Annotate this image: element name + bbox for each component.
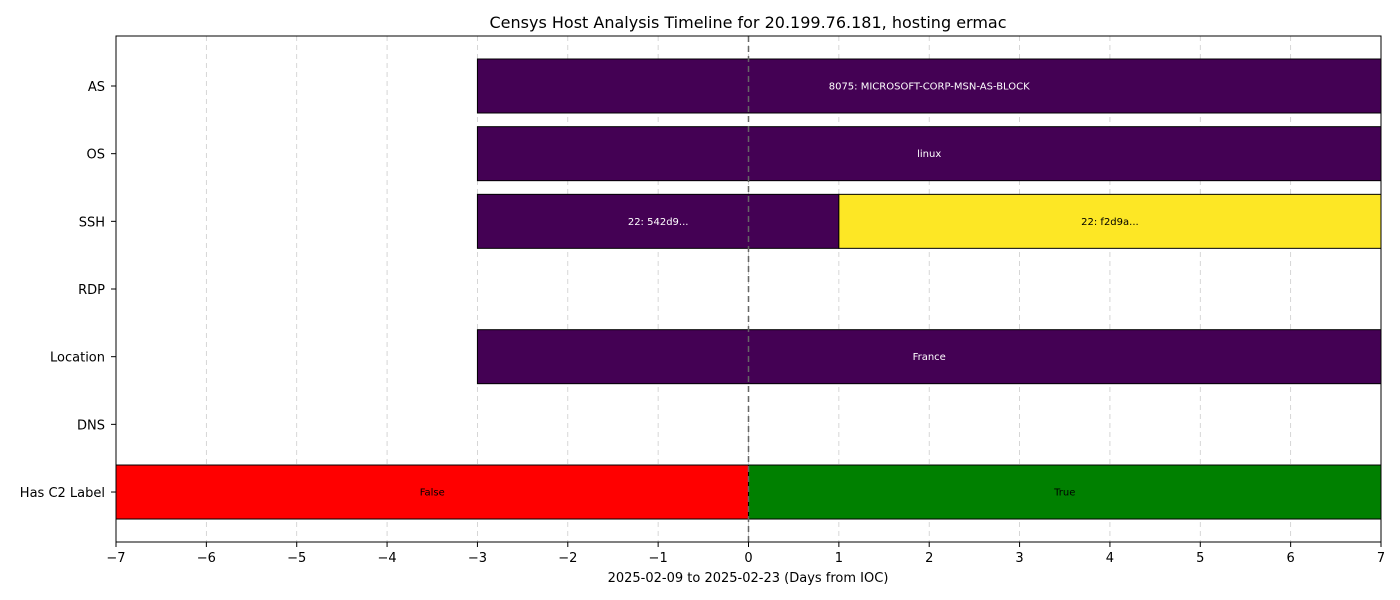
y-axis: AS OS SSH RDP Location DNS Has C2 Label bbox=[20, 80, 116, 501]
x-tick-label: −7 bbox=[106, 551, 125, 566]
y-category-label: Location bbox=[50, 351, 105, 366]
x-tick-label: −5 bbox=[287, 551, 306, 566]
y-category-label: DNS bbox=[77, 418, 105, 433]
x-tick-label: −1 bbox=[649, 551, 668, 566]
x-tick-label: 4 bbox=[1106, 551, 1114, 566]
x-tick-label: −2 bbox=[558, 551, 577, 566]
bar-data-label: linux bbox=[917, 149, 941, 160]
bar-data-label: 22: 542d9... bbox=[628, 217, 689, 228]
x-tick-label: 1 bbox=[835, 551, 843, 566]
bar-data-label: False bbox=[420, 488, 445, 499]
x-tick-label: −6 bbox=[197, 551, 216, 566]
chart-title: Censys Host Analysis Timeline for 20.199… bbox=[489, 13, 1006, 32]
y-category-label: SSH bbox=[79, 215, 105, 230]
x-tick-label: 7 bbox=[1377, 551, 1385, 566]
x-tick-label: −4 bbox=[377, 551, 396, 566]
bar-data-label: 22: f2d9a... bbox=[1081, 217, 1139, 228]
bar-data-label: France bbox=[913, 352, 946, 363]
y-category-label: Has C2 Label bbox=[20, 486, 105, 501]
timeline-bar bbox=[476, 126, 1382, 182]
x-axis: −7 −6 −5 −4 −3 −2 −1 0 1 2 3 4 5 6 7 bbox=[106, 542, 1385, 566]
y-category-label: AS bbox=[88, 80, 105, 95]
x-tick-label: 6 bbox=[1287, 551, 1295, 566]
timeline-bar bbox=[838, 193, 1382, 249]
x-tick-label: 5 bbox=[1196, 551, 1204, 566]
x-tick-label: 0 bbox=[744, 551, 752, 566]
x-tick-label: 2 bbox=[925, 551, 933, 566]
x-tick-label: 3 bbox=[1015, 551, 1023, 566]
timeline-bar bbox=[476, 329, 1382, 385]
y-category-label: RDP bbox=[78, 283, 105, 298]
bar-data-label: 8075: MICROSOFT-CORP-MSN-AS-BLOCK bbox=[829, 82, 1030, 93]
bar-data-label: True bbox=[1053, 488, 1075, 499]
y-category-label: OS bbox=[87, 148, 105, 163]
x-tick-label: −3 bbox=[468, 551, 487, 566]
bar-segments: 8075: MICROSOFT-CORP-MSN-AS-BLOCK linux 22… bbox=[115, 58, 1382, 520]
timeline-bar bbox=[748, 464, 1382, 520]
x-axis-title: 2025-02-09 to 2025-02-23 (Days from IOC) bbox=[608, 571, 889, 586]
